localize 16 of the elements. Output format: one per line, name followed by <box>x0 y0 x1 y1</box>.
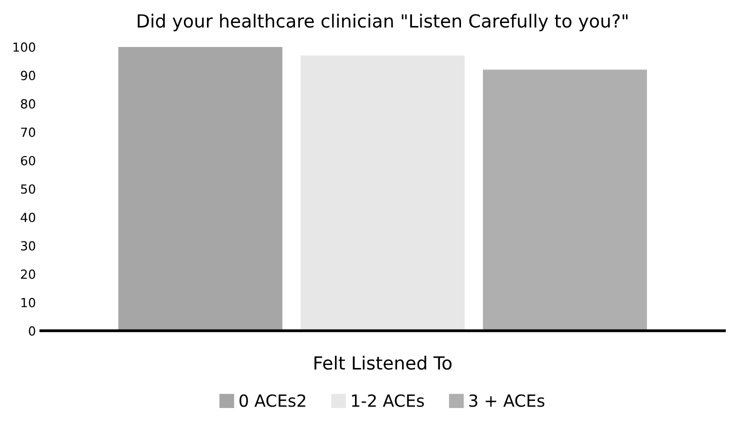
y-tick-label: 60 <box>20 156 36 166</box>
y-tick-label: 20 <box>21 269 36 279</box>
y-tick-label: 50 <box>21 184 36 194</box>
y-tick-label: 0 <box>28 326 36 336</box>
y-tick-label: 30 <box>21 241 36 251</box>
chart-title: Did your healthcare clinician "Listen Carefully to you?" <box>138 14 628 32</box>
y-tick-label: 80 <box>20 99 36 109</box>
y-tick-label: 70 <box>21 128 36 138</box>
legend-label: 1-2 ACEs <box>352 394 424 407</box>
y-tick-label: 90 <box>20 70 36 80</box>
y-tick-label: 40 <box>20 212 36 222</box>
legend-label: 3 + ACEs <box>469 394 544 407</box>
y-tick-label: 10 <box>21 298 36 308</box>
legend-label: 0 ACEs2 <box>240 394 306 407</box>
y-tick-label: 100 <box>14 42 36 52</box>
x-tick-label: Felt Listened To <box>314 356 452 370</box>
